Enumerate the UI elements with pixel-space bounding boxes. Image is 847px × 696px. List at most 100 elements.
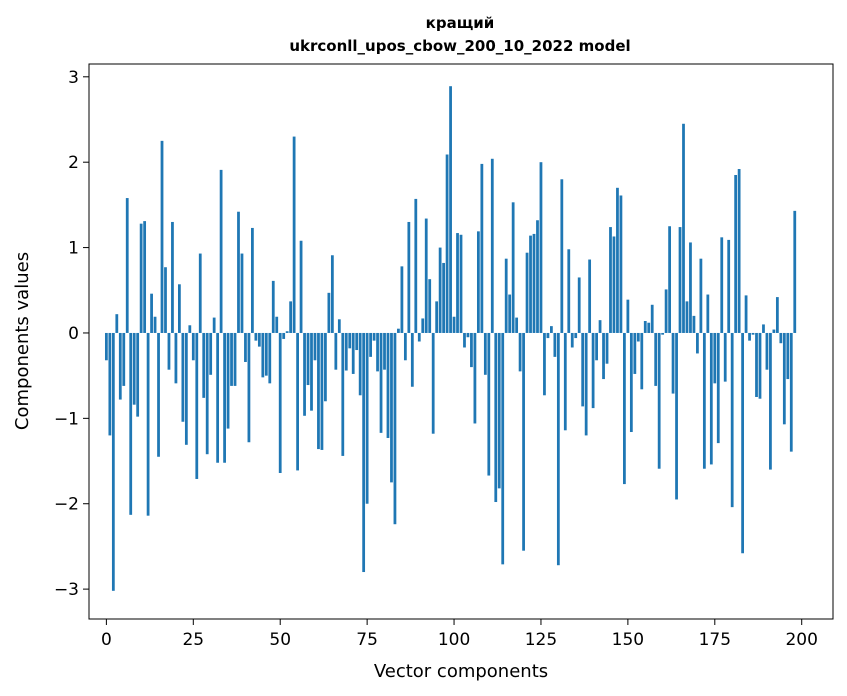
bar <box>567 249 571 333</box>
bar <box>219 169 223 333</box>
y-tick-label: 3 <box>68 68 79 88</box>
bar <box>647 322 651 333</box>
bar <box>171 221 174 333</box>
bar <box>268 332 272 384</box>
bar <box>365 332 369 504</box>
bar <box>188 325 192 333</box>
y-axis-label: Components values <box>12 252 33 430</box>
bar <box>150 293 153 333</box>
bar <box>515 317 519 333</box>
bar <box>122 332 126 386</box>
bar <box>483 332 487 375</box>
bar <box>793 210 797 333</box>
bar <box>602 332 605 380</box>
bar <box>442 262 446 333</box>
bar <box>254 332 258 341</box>
bar <box>216 332 220 463</box>
bar <box>452 316 456 333</box>
bar <box>178 284 181 333</box>
y-tick-label: −3 <box>54 580 79 600</box>
bar <box>244 332 247 362</box>
bar <box>518 332 522 372</box>
bar <box>292 136 296 333</box>
bar <box>167 332 171 370</box>
bar <box>275 316 279 333</box>
bar <box>466 332 470 338</box>
bar <box>362 332 366 573</box>
bar <box>560 179 564 333</box>
bar <box>699 258 703 333</box>
bar <box>692 315 696 333</box>
x-axis-label: Vector components <box>374 661 548 682</box>
bar <box>584 332 588 436</box>
bar <box>191 332 195 361</box>
bar <box>751 332 755 335</box>
bar <box>748 332 751 341</box>
bar <box>390 332 393 483</box>
bar <box>174 332 178 384</box>
bar <box>435 301 439 333</box>
bar <box>289 301 293 333</box>
bar <box>369 332 372 357</box>
y-axis-ticks: −3 −2 −1 0 1 2 3 <box>54 68 89 600</box>
bar <box>153 316 157 333</box>
x-tick-label: 100 <box>438 630 470 650</box>
bar <box>233 332 237 386</box>
bar <box>612 236 616 333</box>
bar <box>118 332 122 400</box>
bar <box>779 332 783 344</box>
bar <box>386 332 390 438</box>
bar <box>550 326 553 333</box>
bar <box>598 320 602 333</box>
bar <box>504 258 508 333</box>
bar <box>689 242 692 333</box>
bar <box>223 332 226 463</box>
bar <box>713 332 717 384</box>
bar <box>769 332 772 470</box>
bar <box>650 304 654 333</box>
bar <box>494 332 498 503</box>
bar <box>543 332 546 396</box>
x-tick-label: 25 <box>182 630 204 650</box>
bar <box>633 332 637 374</box>
bar <box>490 158 494 333</box>
x-tick-label: 0 <box>101 630 112 650</box>
bar <box>157 332 160 457</box>
bar <box>132 332 136 405</box>
bar <box>438 247 442 333</box>
bar <box>476 231 480 333</box>
x-tick-label: 200 <box>785 630 817 650</box>
bar <box>195 332 199 479</box>
bar <box>296 332 299 471</box>
bar <box>421 318 425 333</box>
y-tick-label: 2 <box>68 153 79 173</box>
bar <box>285 331 289 333</box>
bar <box>164 267 167 333</box>
bar <box>744 295 748 333</box>
bar <box>129 332 133 515</box>
bar <box>668 226 671 333</box>
bar <box>282 332 286 339</box>
bar <box>508 294 512 333</box>
bar <box>546 332 550 339</box>
bar <box>720 237 724 333</box>
bar <box>348 332 352 349</box>
bar <box>675 332 678 500</box>
bar <box>358 332 362 396</box>
y-tick-label: 0 <box>68 324 79 344</box>
bar <box>536 220 539 333</box>
bar <box>563 332 567 431</box>
bar <box>226 332 230 429</box>
bar <box>379 332 383 433</box>
bar <box>278 332 282 473</box>
bar <box>449 86 452 333</box>
bar <box>570 332 574 348</box>
bar <box>772 329 776 333</box>
bar <box>640 332 644 390</box>
bar <box>702 332 706 469</box>
bar <box>709 332 713 465</box>
bar <box>661 332 665 335</box>
bar <box>355 332 359 351</box>
bar <box>303 332 306 416</box>
